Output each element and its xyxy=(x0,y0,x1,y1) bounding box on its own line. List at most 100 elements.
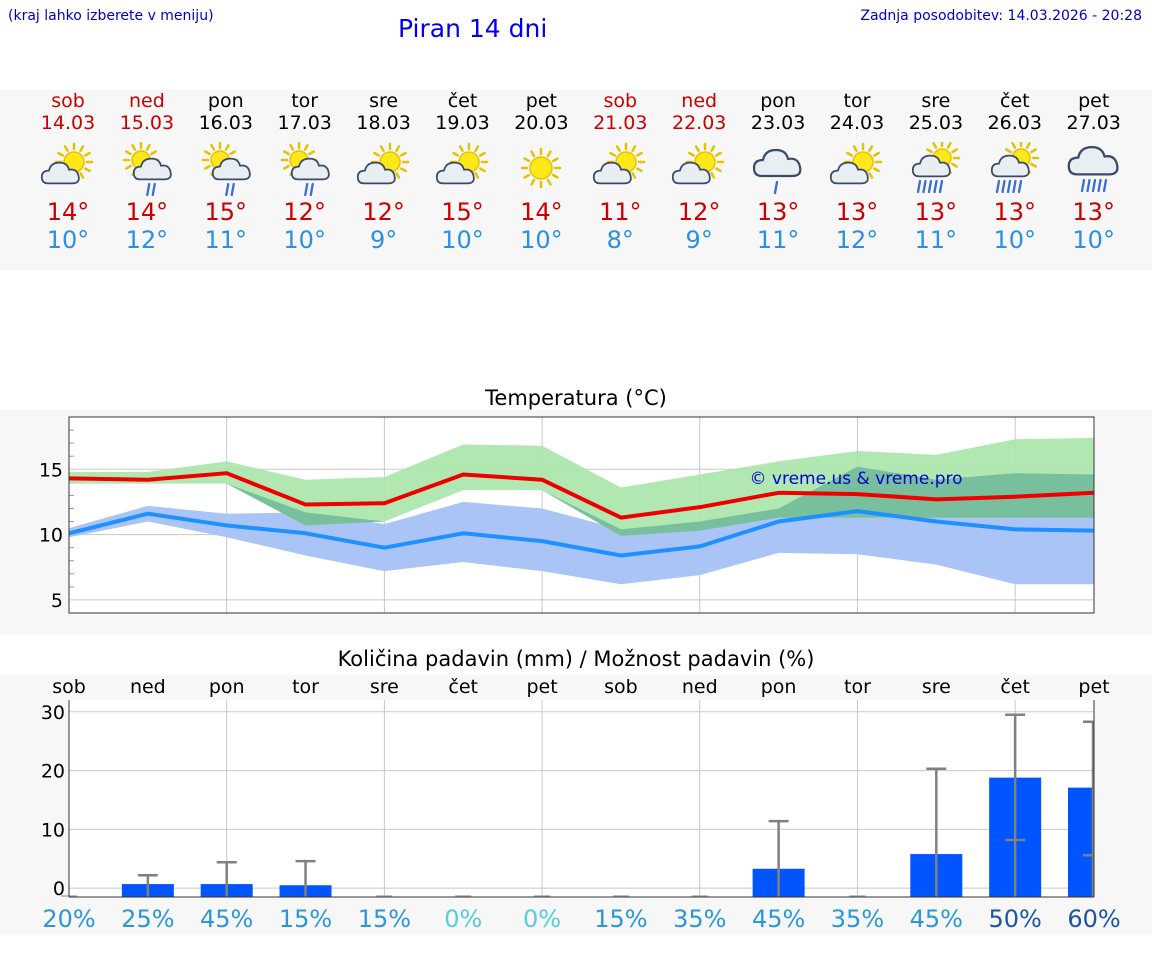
rain-drops xyxy=(145,182,156,197)
partly-sunny-icon xyxy=(593,142,646,185)
min-temperature: 10° xyxy=(993,226,1037,254)
rain-drops xyxy=(773,180,779,195)
min-temperature: 10° xyxy=(46,226,90,254)
precipitation-probability: 20% xyxy=(42,905,95,933)
partly-sunny-icon xyxy=(829,142,883,185)
max-temperature: 13° xyxy=(835,198,879,226)
max-temperature: 13° xyxy=(993,198,1037,226)
day-date: 14.03 xyxy=(40,112,96,134)
precipitation-chart: 0 10 20 30 sob ned pon tor sre čet pet sob ned pon tor… xyxy=(41,676,1121,933)
min-temperature: 10° xyxy=(441,226,484,254)
day-date: 23.03 xyxy=(750,112,806,134)
day-name: čet xyxy=(447,90,478,112)
cloud-shape xyxy=(672,161,711,185)
day-date: 16.03 xyxy=(198,112,253,134)
day-date: 24.03 xyxy=(829,112,885,134)
cloud-shape xyxy=(435,161,475,185)
day-name: ned xyxy=(128,90,165,112)
day-label: pon xyxy=(761,676,797,698)
temperature-chart-title: Temperatura (°C) xyxy=(485,386,667,410)
day-date: 15.03 xyxy=(119,112,175,134)
cloud-shape xyxy=(132,157,172,181)
day-label: tor xyxy=(844,676,871,698)
watermark: © vreme.us & vreme.pro xyxy=(749,469,962,489)
rain-drops xyxy=(1080,178,1107,193)
precipitation-probability: 15% xyxy=(594,905,647,933)
day-label: tor xyxy=(292,676,319,698)
day-label: sre xyxy=(922,676,951,698)
max-temperature: 15° xyxy=(441,198,484,226)
cloud-shape xyxy=(990,154,1030,178)
sun-cloud-heavy-rain-icon xyxy=(911,142,961,194)
day-column: pon 16.03 15° 11° xyxy=(186,90,266,254)
max-temperature: 13° xyxy=(914,198,958,226)
error-whisker xyxy=(1083,720,1095,897)
day-name: tor xyxy=(291,90,319,112)
y-tick-label: 30 xyxy=(41,702,65,724)
day-name: pon xyxy=(207,90,244,112)
day-label: ned xyxy=(130,676,166,698)
max-temperature: 12° xyxy=(362,198,405,226)
precipitation-probability: 45% xyxy=(910,905,963,933)
cloud-shape xyxy=(752,148,802,178)
error-whisker xyxy=(768,819,789,897)
cloud-rain-icon xyxy=(752,148,802,195)
precipitation-probability: 35% xyxy=(831,905,884,933)
precipitation-probability: 0% xyxy=(444,905,482,933)
forecast-strip: sob 14.03 14° 10° ned 15.03 14° 12° pon 16.03 15° 1… xyxy=(0,90,1152,270)
day-name: tor xyxy=(843,90,871,112)
precipitation-bar xyxy=(1068,787,1094,897)
day-column: ned 15.03 14° 12° xyxy=(107,90,187,254)
precipitation-probability: 15% xyxy=(279,905,332,933)
error-whisker xyxy=(1005,713,1026,897)
day-name: pon xyxy=(760,90,796,112)
max-temperature: 12° xyxy=(283,198,326,226)
max-temperature: 14° xyxy=(46,198,90,226)
day-column: tor 17.03 12° 10° xyxy=(265,90,345,254)
day-column: sob 14.03 14° 10° xyxy=(28,90,108,254)
precipitation-probability: 45% xyxy=(200,905,253,933)
day-date: 19.03 xyxy=(435,112,490,134)
day-label: pet xyxy=(526,676,557,698)
cloud-heavy-rain-icon xyxy=(1067,145,1119,193)
day-date: 27.03 xyxy=(1066,112,1121,134)
precipitation-probability: 25% xyxy=(121,905,174,933)
sun-cloud-rain-icon xyxy=(280,142,330,197)
day-label: pon xyxy=(209,676,245,698)
min-temperature: 9° xyxy=(369,226,398,254)
min-temperature-line xyxy=(68,509,1095,558)
min-temperature: 8° xyxy=(606,226,634,254)
min-temperature: 9° xyxy=(685,226,713,254)
day-label: čet xyxy=(1000,676,1030,698)
day-column: pet 27.03 13° 10° xyxy=(1054,90,1134,254)
sun-cloud-rain-icon xyxy=(201,142,251,197)
cloud-shape xyxy=(211,157,251,181)
max-temperature: 15° xyxy=(204,198,248,226)
plot-frame xyxy=(68,416,1095,614)
min-temperature: 12° xyxy=(125,226,169,254)
sun-icon xyxy=(521,147,562,189)
partly-sunny-icon xyxy=(40,142,94,185)
min-temperature: 11° xyxy=(914,226,958,254)
y-tick-label: 10 xyxy=(39,525,63,547)
rain-drops xyxy=(916,179,944,194)
precipitation-probability: 60% xyxy=(1067,905,1120,933)
day-name: ned xyxy=(681,90,718,112)
day-date: 17.03 xyxy=(277,112,332,134)
day-label: sob xyxy=(604,676,638,698)
day-label: sob xyxy=(52,676,86,698)
day-label: ned xyxy=(682,676,718,698)
day-column: tor 24.03 13° 12° xyxy=(817,90,897,254)
precipitation-chart-title: Količina padavin (mm) / Možnost padavin … xyxy=(337,647,815,671)
y-tick-label: 20 xyxy=(41,761,65,783)
day-name: pet xyxy=(1078,90,1110,112)
cloud-shape xyxy=(290,157,330,181)
max-temperature: 11° xyxy=(599,198,642,226)
min-temperature: 10° xyxy=(1072,226,1115,254)
day-name: sre xyxy=(369,90,399,112)
max-temperature: 13° xyxy=(756,198,800,226)
max-temperature-line xyxy=(68,471,1095,520)
location-hint: (kraj lahko izberete v meniju) xyxy=(8,8,214,24)
temperature-chart: 5 10 15 © vreme.us & vreme.pro xyxy=(39,416,1095,614)
precipitation-probability: 35% xyxy=(673,905,726,933)
